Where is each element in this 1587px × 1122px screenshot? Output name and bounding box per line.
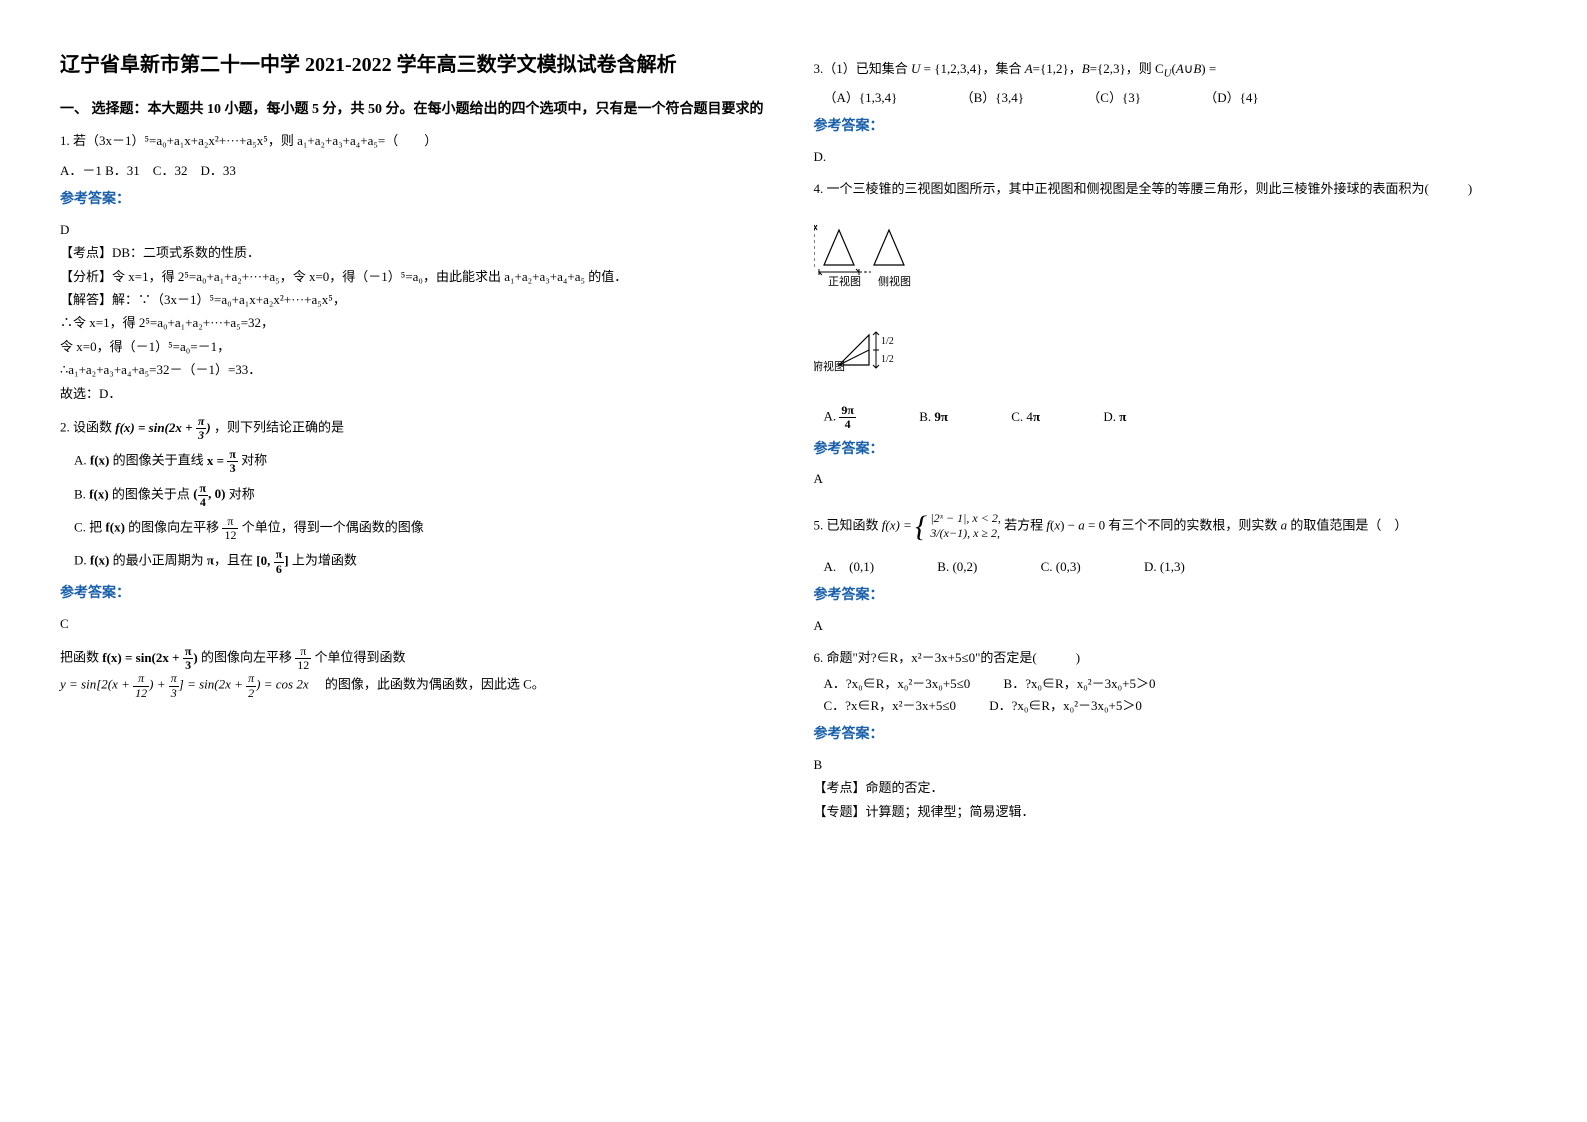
q5-pw1: |2ˣ − 1|, x < 2, <box>930 511 1001 525</box>
q5-ans: A <box>814 614 1528 637</box>
q4-stem: 4. 一个三棱锥的三视图如图所示，其中正视图和侧视图是全等的等腰三角形，则此三棱… <box>814 178 1528 200</box>
side-label: 侧视图 <box>878 274 911 288</box>
q4-ans-label: 参考答案： <box>814 438 1528 462</box>
q2-optC: C. 把 f(x) 的图像向左平移 π12 个单位，得到一个偶函数的图像 <box>74 515 774 542</box>
q2-optA: A. f(x) 的图像关于直线 x = π3 对称 <box>74 448 774 475</box>
q5-stem: 5. 已知函数 f(x) = { |2ˣ − 1|, x < 2, 3/(x−1… <box>814 501 1528 552</box>
exam-title: 辽宁省阜新市第二十一中学 2021-2022 学年高三数学文模拟试卷含解析 <box>60 50 774 80</box>
q1-ans-letter: D <box>60 218 774 241</box>
q5-B: B. (0,2) <box>937 556 977 578</box>
q2-expl-line1: 把函数 f(x) = sin(2x + π3) 的图像向左平移 π12 个单位得… <box>60 645 774 672</box>
q1-ans-label: 参考答案： <box>60 188 774 212</box>
q2-stem: 2. 设函数 f(x) = sin(2x + π3) ，则下列结论正确的是 <box>60 415 774 442</box>
q6-point: 【考点】命题的否定． <box>814 776 1528 799</box>
q1-stem: 1. 若（3x－1）⁵=a₀+a₁x+a₂x²+···+a₅x⁵，则 a₁+a₂… <box>60 130 774 152</box>
q5-ans-label: 参考答案： <box>814 584 1528 608</box>
q5-A: A. (0,1) <box>824 556 875 578</box>
q4-A: A. 9π4 <box>824 404 856 431</box>
q1-solve4: ∴a₁+a₂+a₃+a₄+a₅=32－（－1）=33． <box>60 358 774 381</box>
q3-options: （A）{1,3,4} （B）{3,4} （C）{3} （D）{4} <box>824 87 1528 109</box>
q6-topic: 【专题】计算题；规律型；简易逻辑． <box>814 800 1528 823</box>
q4-three-view-diagram: 正视图 侧视图 1/2 1/2 俯视图 <box>814 210 1528 394</box>
half-2: 1/2 <box>881 354 894 365</box>
q1-answer: D 【考点】DB：二项式系数的性质． 【分析】令 x=1，得 2⁵=a₀+a₁+… <box>60 218 774 405</box>
q5-C: C. (0,3) <box>1041 556 1081 578</box>
q6-ans-label: 参考答案： <box>814 723 1528 747</box>
top-label: 俯视图 <box>814 359 845 373</box>
q3-D: （D）{4} <box>1204 87 1258 109</box>
q4-C: C. 4π <box>1011 406 1040 428</box>
q3-ans-label: 参考答案： <box>814 115 1528 139</box>
q5-stem-b: 有三个不同的实数根，则实数 a 的取值范围是（ ） <box>1108 517 1407 532</box>
q3-ans: D. <box>814 145 1528 168</box>
q2-stem-b: ，则下列结论正确的是 <box>214 420 344 435</box>
q6-answer: B 【考点】命题的否定． 【专题】计算题；规律型；简易逻辑． <box>814 753 1528 823</box>
q5-options: A. (0,1) B. (0,2) C. (0,3) D. (1,3) <box>824 556 1528 578</box>
q4-options: A. 9π4 B. 9π C. 4π D. π <box>824 404 1528 431</box>
q1-solve5: 故选：D． <box>60 382 774 405</box>
q4-D: D. π <box>1103 406 1126 428</box>
q3-A: （A）{1,3,4} <box>824 87 898 109</box>
q6-C: C．?x∈R，x²－3x+5≤0 <box>824 695 956 717</box>
q2-expl-math: y = sin[2(x + π12) + π3] = sin(2x + π2) … <box>60 672 774 699</box>
q1-solve2: ∴令 x=1，得 2⁵=a₀+a₁+a₂+···+a₅=32， <box>60 311 774 334</box>
q6-ans-letter: B <box>814 753 1528 776</box>
q1-analysis: 【分析】令 x=1，得 2⁵=a₀+a₁+a₂+···+a₅，令 x=0，得（－… <box>60 265 774 288</box>
q2-optD: D. f(x) 的最小正周期为 π，且在 [0, π6] 上为增函数 <box>74 548 774 575</box>
q1-solve1: 【解答】解：∵（3x－1）⁵=a₀+a₁x+a₂x²+···+a₅x⁵， <box>60 288 774 311</box>
q2-fx: f(x) = sin(2x + π3) <box>115 420 210 435</box>
q5-stem-mid: 若方程 f(x) − a = 0 <box>1004 517 1105 532</box>
q1-solve3: 令 x=0，得（－1）⁵=a₀=－1， <box>60 335 774 358</box>
q1-opts: A．－1 B．31 C．32 D．33 <box>60 160 774 182</box>
q6-stem: 6. 命题"对?∈R，x²－3x+5≤0"的否定是( ) <box>814 647 1528 669</box>
q2-optB: B. f(x) 的图像关于点 (π4, 0) 对称 <box>74 482 774 509</box>
half-1: 1/2 <box>881 336 894 347</box>
q2-ans-letter: C <box>60 612 774 635</box>
q3-stem: 3.（1）已知集合 U = {1,2,3,4}，集合 A={1,2}，B={2,… <box>814 58 1528 83</box>
q6-opts-1: A．?x₀∈R，x₀²－3x₀+5≤0 B．?x₀∈R，x₀²－3x₀+5＞0 <box>824 673 1528 695</box>
front-label: 正视图 <box>828 274 861 288</box>
q2-ans-label: 参考答案： <box>60 582 774 606</box>
q2-expl-tail: 的图像，此函数为偶函数，因此选 C。 <box>312 677 545 692</box>
q6-B: B．?x₀∈R，x₀²－3x₀+5＞0 <box>1004 673 1156 695</box>
q4-ans: A <box>814 467 1528 490</box>
q2-stem-a: 2. 设函数 <box>60 420 115 435</box>
q3-C: （C）{3} <box>1087 87 1141 109</box>
q6-A: A．?x₀∈R，x₀²－3x₀+5≤0 <box>824 673 971 695</box>
q3-B: （B）{3,4} <box>961 87 1024 109</box>
q2-answer: C 把函数 f(x) = sin(2x + π3) 的图像向左平移 π12 个单… <box>60 612 774 700</box>
section1-header: 一、 选择题：本大题共 10 小题，每小题 5 分，共 50 分。在每小题给出的… <box>60 98 774 122</box>
q5-D: D. (1,3) <box>1144 556 1185 578</box>
q6-D: D．?x₀∈R，x₀²－3x₀+5＞0 <box>989 695 1142 717</box>
q4-B: B. 9π <box>919 406 948 428</box>
q5-stem-a: 5. 已知函数 <box>814 517 882 532</box>
q6-opts-2: C．?x∈R，x²－3x+5≤0 D．?x₀∈R，x₀²－3x₀+5＞0 <box>824 695 1528 717</box>
q5-pw2: 3/(x−1), x ≥ 2, <box>930 526 1000 540</box>
left-column: 辽宁省阜新市第二十一中学 2021-2022 学年高三数学文模拟试卷含解析 一、… <box>40 50 794 1072</box>
q1-point: 【考点】DB：二项式系数的性质． <box>60 241 774 264</box>
right-column: 3.（1）已知集合 U = {1,2,3,4}，集合 A={1,2}，B={2,… <box>794 50 1548 1072</box>
